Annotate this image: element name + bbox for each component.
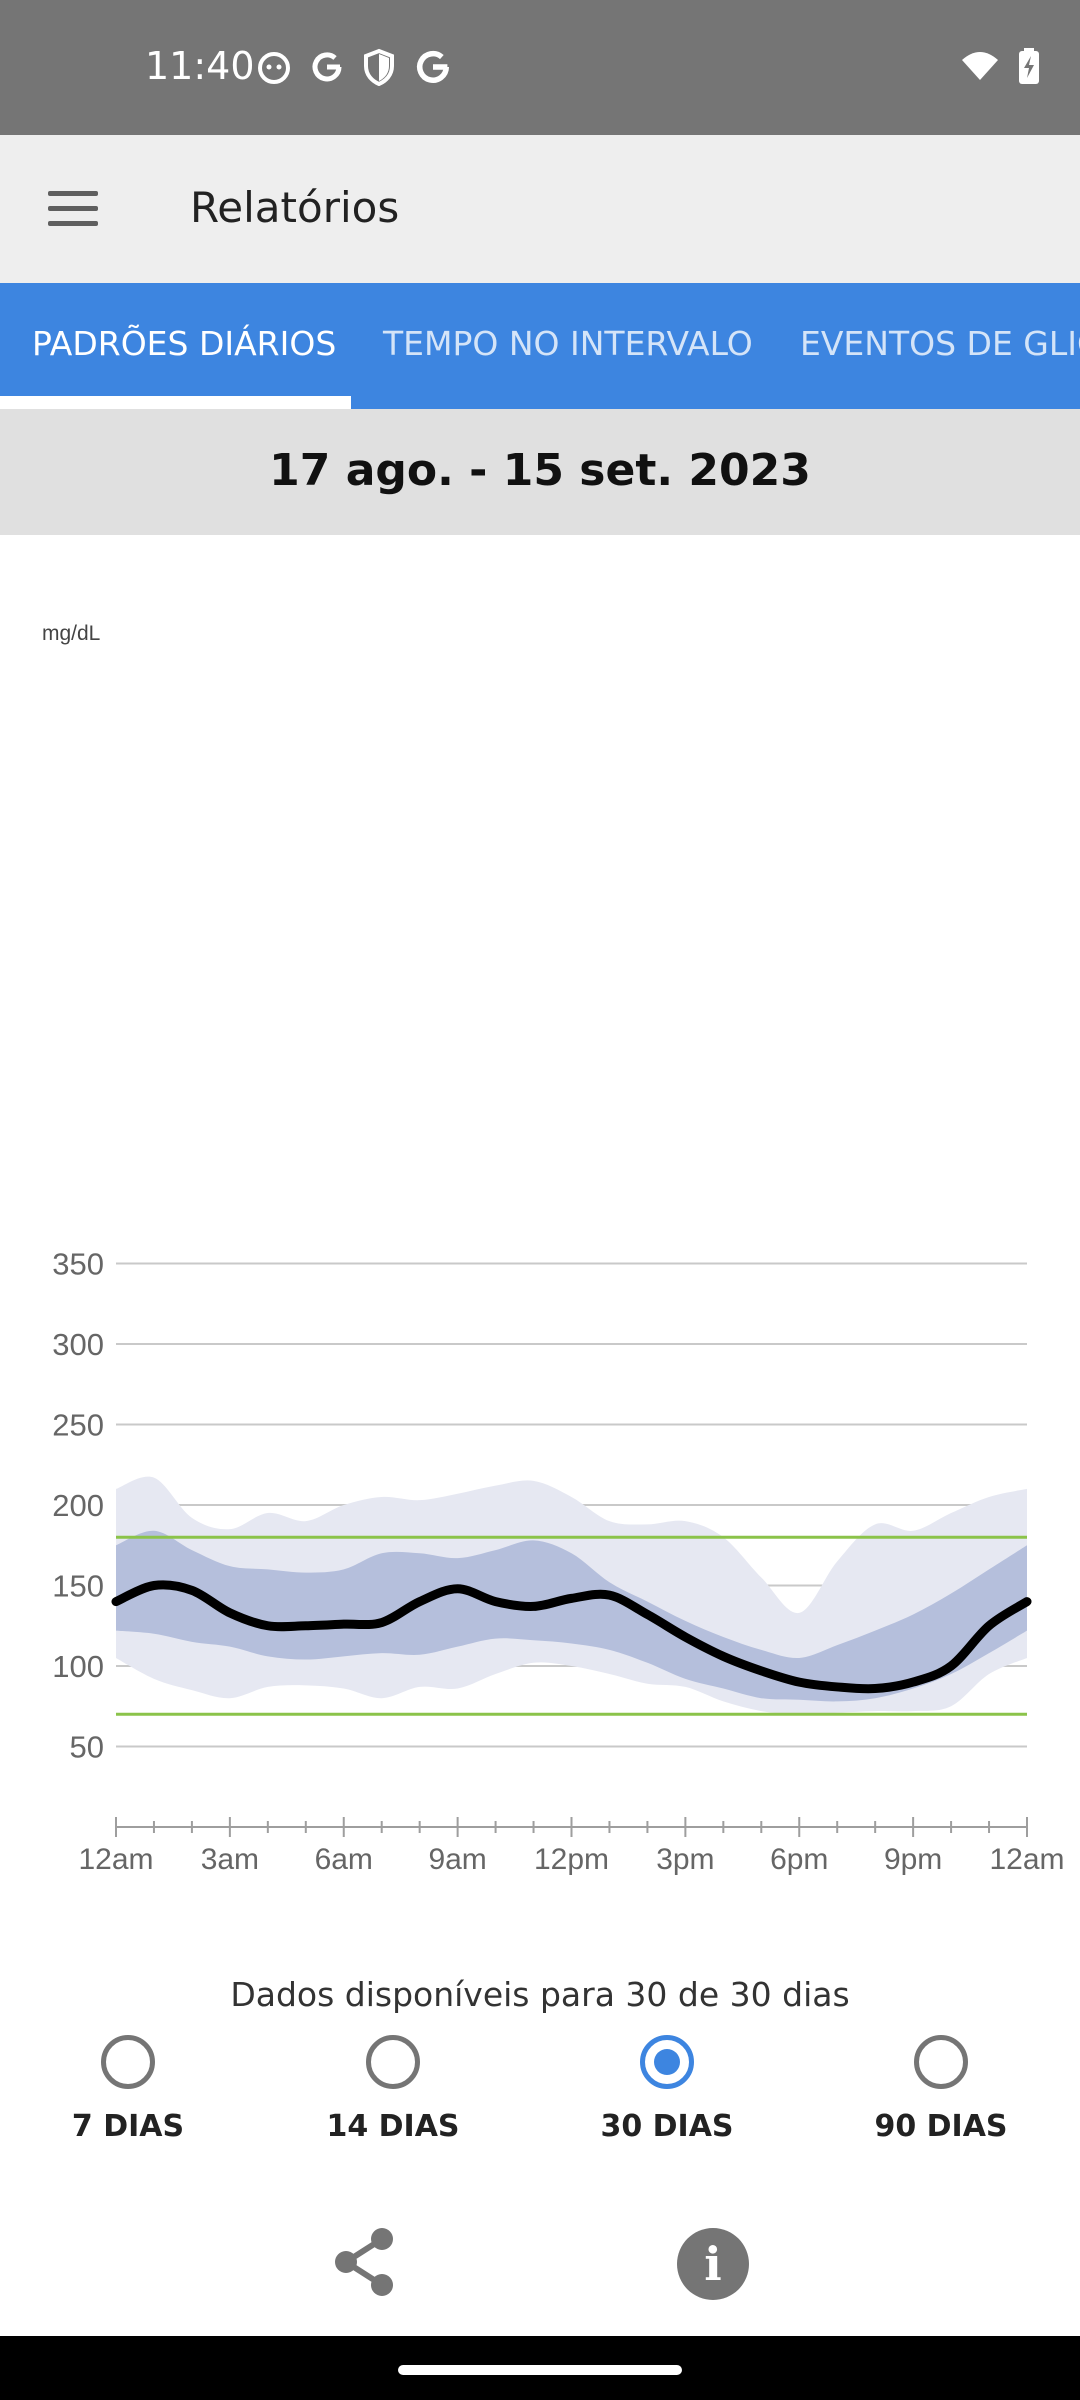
y-tick-label: 300 bbox=[52, 1327, 104, 1362]
info-icon[interactable]: i bbox=[677, 2228, 749, 2300]
date-range: 17 ago. - 15 set. 2023 bbox=[269, 445, 811, 496]
daily-patterns-chart: mg/dL 350 300 250 200 150 100 50 12am 3am 6am 9am 12… bbox=[0, 535, 1080, 1925]
x-tick-label: 6pm bbox=[770, 1843, 828, 1876]
radio-14-days[interactable] bbox=[366, 2035, 420, 2089]
radio-30-days[interactable] bbox=[640, 2035, 694, 2089]
x-tick-label: 9pm bbox=[884, 1843, 942, 1876]
y-tick-label: 250 bbox=[52, 1408, 104, 1443]
range-option-14-days[interactable]: 14 DIAS bbox=[293, 2035, 493, 2144]
status-bar: 11:40 bbox=[0, 0, 1080, 135]
y-axis-unit-label: mg/dL bbox=[42, 622, 100, 645]
range-label-7-days: 7 DIAS bbox=[71, 2109, 185, 2144]
wifi-icon bbox=[962, 52, 998, 80]
range-label-30-days: 30 DIAS bbox=[600, 2109, 734, 2144]
availability-text: Dados disponíveis para 30 de 30 dias bbox=[230, 1975, 850, 2014]
share-icon[interactable] bbox=[330, 2225, 400, 2300]
status-icons-right bbox=[960, 48, 1040, 84]
y-tick-label: 150 bbox=[52, 1569, 104, 1604]
x-tick-label: 9am bbox=[428, 1843, 486, 1876]
home-gesture-pill[interactable] bbox=[398, 2365, 682, 2375]
tab-bar: PADRÕES DIÁRIOS TEMPO NO INTERVALO EVENT… bbox=[0, 283, 1080, 409]
hamburger-menu-icon[interactable] bbox=[38, 179, 110, 239]
x-tick-label: 3am bbox=[201, 1843, 259, 1876]
x-tick-label: 6am bbox=[315, 1843, 373, 1876]
range-label-90-days: 90 DIAS bbox=[874, 2109, 1008, 2144]
battery-charging-icon bbox=[1019, 48, 1039, 84]
radio-90-days[interactable] bbox=[914, 2035, 968, 2089]
navigation-bar bbox=[0, 2336, 1080, 2400]
percentile-band-25-75 bbox=[116, 1530, 1027, 1702]
y-tick-label: 350 bbox=[52, 1247, 104, 1282]
range-option-90-days[interactable]: 90 DIAS bbox=[841, 2035, 1041, 2144]
shield-icon bbox=[364, 48, 394, 86]
google-icon bbox=[416, 50, 450, 83]
app-bar: Relatórios bbox=[0, 135, 1080, 283]
page-title: Relatórios bbox=[190, 183, 400, 232]
x-tick-label: 12am bbox=[78, 1843, 153, 1876]
y-tick-label: 50 bbox=[70, 1730, 104, 1765]
tab-time-in-range[interactable]: TEMPO NO INTERVALO bbox=[383, 324, 753, 363]
x-tick-label: 12pm bbox=[534, 1843, 609, 1876]
range-label-14-days: 14 DIAS bbox=[326, 2109, 460, 2144]
tab-indicator bbox=[0, 396, 351, 409]
status-time: 11:40 bbox=[145, 44, 255, 88]
google-icon bbox=[312, 52, 342, 82]
radio-7-days[interactable] bbox=[101, 2035, 155, 2089]
tab-glucose-events[interactable]: EVENTOS DE GLICOSE bbox=[800, 324, 1080, 363]
range-option-7-days[interactable]: 7 DIAS bbox=[28, 2035, 228, 2144]
chart-svg: mg/dL 350 300 250 200 150 100 50 12am 3am 6am 9am 12… bbox=[42, 622, 1065, 1876]
date-range-band: 17 ago. - 15 set. 2023 bbox=[0, 409, 1080, 535]
y-tick-label: 200 bbox=[52, 1488, 104, 1523]
median-line bbox=[111, 1580, 1032, 1694]
x-tick-label: 3pm bbox=[656, 1843, 714, 1876]
x-tick-label: 12am bbox=[989, 1843, 1064, 1876]
range-option-30-days[interactable]: 30 DIAS bbox=[567, 2035, 767, 2144]
cat-icon bbox=[258, 52, 290, 84]
y-tick-label: 100 bbox=[52, 1649, 104, 1684]
tab-daily-patterns[interactable]: PADRÕES DIÁRIOS bbox=[32, 324, 337, 363]
status-icons-left bbox=[256, 46, 454, 88]
